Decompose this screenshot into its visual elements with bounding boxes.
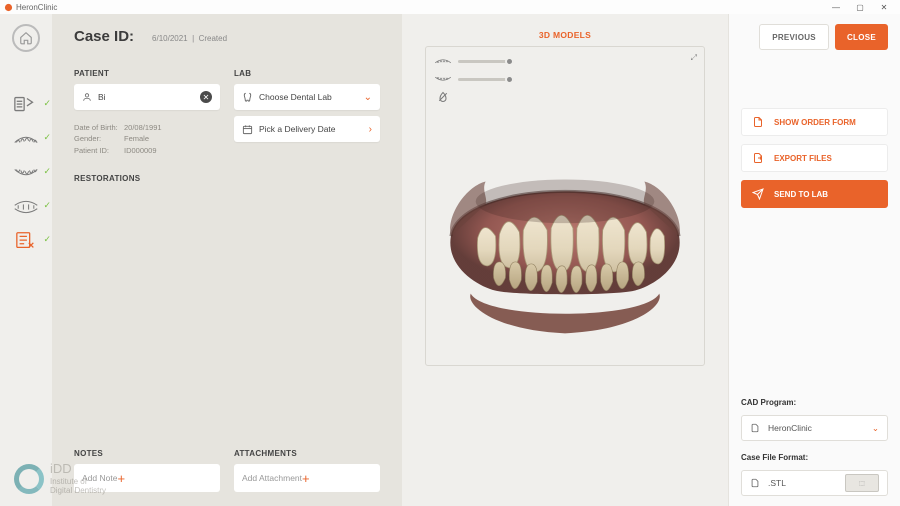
idd-logo-icon — [14, 464, 44, 494]
color-toggle[interactable] — [434, 91, 696, 103]
case-title: Case ID: — [74, 28, 134, 45]
send-to-lab-button[interactable]: SEND TO LAB — [741, 180, 888, 208]
case-panel: Case ID: 6/10/2021 | Created PATIENT Bi … — [52, 14, 402, 506]
home-button[interactable] — [12, 24, 40, 52]
expand-icon[interactable]: ⤢ — [691, 53, 698, 63]
choose-lab-field[interactable]: Choose Dental Lab ⌄ — [234, 84, 380, 110]
patient-name-field[interactable]: Bi ✕ — [74, 84, 220, 110]
case-meta: 6/10/2021 | Created — [152, 34, 227, 43]
window-minimize[interactable]: — — [824, 3, 848, 12]
viewer-frame[interactable]: ⤢ — [425, 46, 705, 366]
nav-rail: ✓ ✓ ✓ ✓ ✓ — [0, 14, 52, 506]
lower-opacity-slider[interactable] — [434, 73, 696, 85]
close-button[interactable]: CLOSE — [835, 24, 888, 50]
choose-lab-label: Choose Dental Lab — [259, 92, 358, 102]
chevron-right-icon: › — [369, 124, 372, 135]
clear-icon[interactable]: ✕ — [200, 91, 212, 103]
actions-column: PREVIOUS CLOSE SHOW ORDER FORM EXPORT FI… — [728, 14, 900, 506]
file-format-select[interactable]: .STL ⬚ — [741, 470, 888, 496]
nav-step-upper[interactable]: ✓ — [9, 128, 43, 150]
app-name: HeronClinic — [16, 3, 57, 12]
plus-icon: + — [117, 471, 125, 486]
delivery-date-field[interactable]: Pick a Delivery Date › — [234, 116, 380, 142]
previous-button[interactable]: PREVIOUS — [759, 24, 829, 50]
titlebar: HeronClinic — ▢ ✕ — [0, 0, 900, 14]
notes-label: NOTES — [74, 449, 220, 458]
viewer-title: 3D MODELS — [539, 30, 591, 40]
check-icon: ✓ — [43, 98, 51, 109]
nav-step-lower[interactable]: ✓ — [9, 162, 43, 184]
cad-program-select[interactable]: HeronClinic ⌄ — [741, 415, 888, 441]
check-icon: ✓ — [43, 200, 51, 211]
attachments-label: ATTACHMENTS — [234, 449, 380, 458]
patient-meta: Date of Birth:20/08/1991 Gender:Female P… — [74, 122, 220, 156]
export-files-button[interactable]: EXPORT FILES — [741, 144, 888, 172]
chevron-down-icon: ⌄ — [872, 423, 879, 434]
scan-3d-model[interactable] — [436, 137, 694, 355]
restorations-label: RESTORATIONS — [74, 174, 380, 183]
chevron-down-icon: ⌄ — [364, 92, 372, 103]
watermark: iDD Institute of Digital Dentistry — [14, 461, 106, 496]
show-order-form-button[interactable]: SHOW ORDER FORM — [741, 108, 888, 136]
file-format-label: Case File Format: — [741, 453, 888, 462]
upper-opacity-slider[interactable] — [434, 55, 696, 67]
patient-name-value: Bi — [98, 92, 194, 102]
window-maximize[interactable]: ▢ — [848, 3, 872, 12]
window-close[interactable]: ✕ — [872, 3, 896, 12]
add-attachment-button[interactable]: Add Attachment + — [234, 464, 380, 492]
check-icon: ✓ — [43, 166, 51, 177]
cad-program-label: CAD Program: — [741, 398, 888, 407]
lab-label: LAB — [234, 69, 380, 78]
patient-label: PATIENT — [74, 69, 220, 78]
delivery-date-label: Pick a Delivery Date — [259, 124, 363, 134]
nav-step-review[interactable]: ✓ — [9, 230, 43, 252]
plus-icon: + — [302, 471, 310, 486]
check-icon: ✓ — [43, 132, 51, 143]
check-icon: ✓ — [43, 234, 51, 245]
viewer-column: 3D MODELS ⤢ — [402, 14, 728, 506]
nav-step-bite[interactable]: ✓ — [9, 196, 43, 218]
nav-step-form[interactable]: ✓ — [9, 94, 43, 116]
format-badge: ⬚ — [845, 474, 879, 492]
